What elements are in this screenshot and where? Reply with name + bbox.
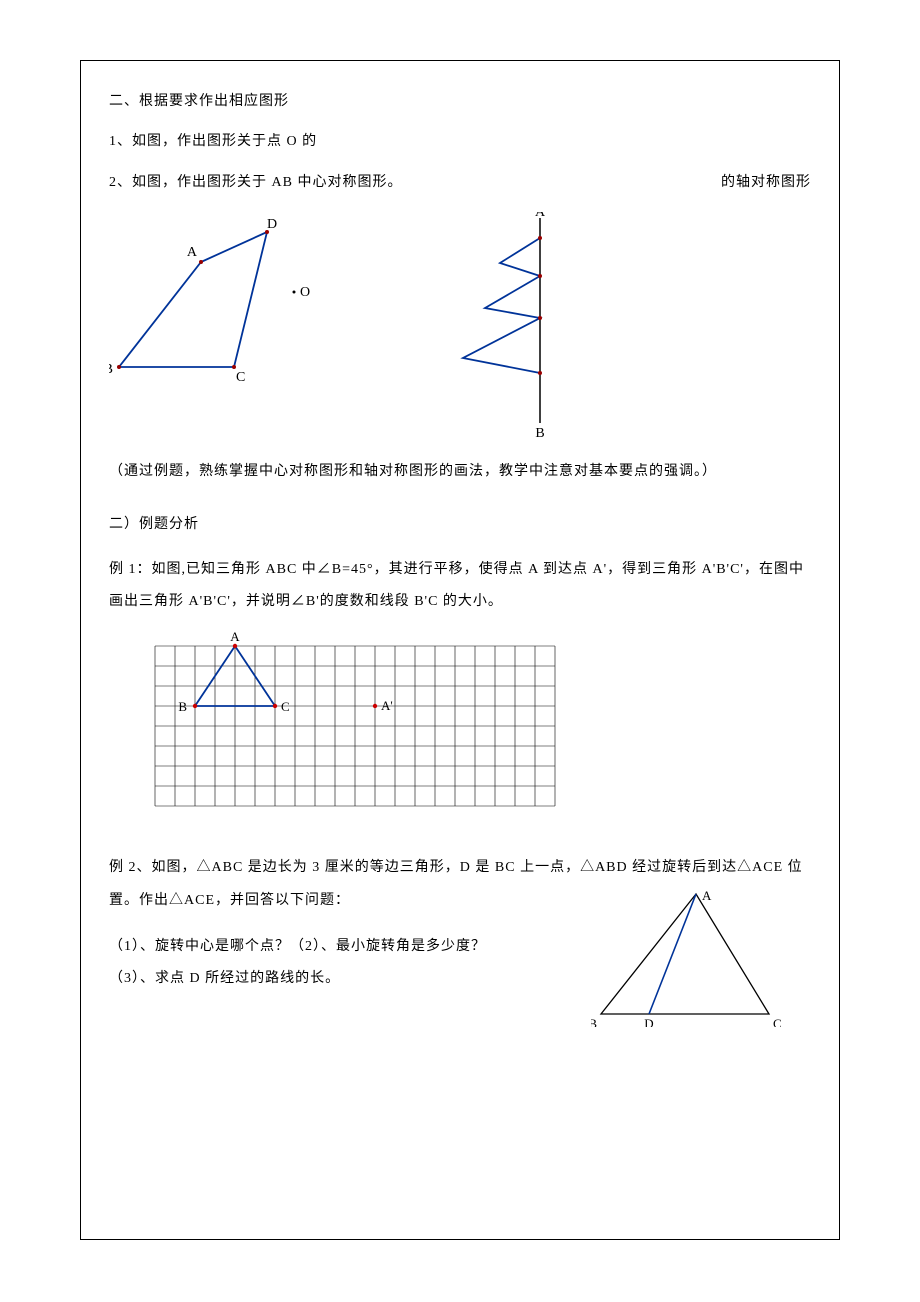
section-header: 二、根据要求作出相应图形 [109, 91, 811, 113]
svg-text:B: B [591, 1016, 597, 1027]
example-2-q1q2: （1）、旋转中心是哪个点？（2）、最小旋转角是多少度？ [109, 931, 519, 963]
svg-text:C: C [773, 1016, 781, 1027]
svg-text:C: C [281, 699, 290, 714]
svg-text:A': A' [381, 698, 393, 713]
svg-text:A: A [535, 212, 546, 220]
svg-text:B: B [109, 362, 113, 377]
example-2-questions: （1）、旋转中心是哪个点？（2）、最小旋转角是多少度？ （3）、求点 D 所经过… [109, 931, 519, 995]
question-2-left: 2、如图，作出图形关于 AB 中心对称图形。 [109, 172, 402, 194]
page-frame: 二、根据要求作出相应图形 1、如图，作出图形关于点 O 的 2、如图，作出图形关… [80, 60, 840, 1240]
svg-text:A: A [187, 245, 198, 260]
example-1-figure: A B C A' [149, 632, 811, 812]
figures-row: ABCDO AB [109, 212, 811, 437]
svg-text:D: D [267, 217, 277, 232]
example-2-block: 例 2、如图，△ABC 是边长为 3 厘米的等边三角形，D 是 BC 上一点，△… [109, 852, 811, 1022]
triangle-abc-diagram: A B C D [591, 882, 781, 1027]
example-2-q3: （3）、求点 D 所经过的路线的长。 [109, 963, 519, 995]
svg-text:B: B [178, 699, 187, 714]
example-1-text: 例 1：如图,已知三角形 ABC 中∠B=45°，其进行平移，使得点 A 到达点… [109, 554, 811, 618]
section-2-header: 二）例题分析 [109, 514, 811, 536]
svg-text:C: C [236, 370, 245, 382]
example-2-figure: A B C D [591, 882, 781, 1027]
svg-text:B: B [535, 426, 544, 437]
figure-1-quadrilateral: A B C D O [109, 212, 319, 382]
figure-2-tree: AB [439, 212, 569, 437]
svg-text:A: A [702, 888, 712, 903]
svg-text:O: O [300, 285, 310, 300]
question-1: 1、如图，作出图形关于点 O 的 [109, 131, 811, 153]
question-2-row: 2、如图，作出图形关于 AB 中心对称图形。 的轴对称图形 [109, 172, 811, 194]
svg-text:D: D [644, 1016, 653, 1027]
svg-text:A: A [230, 632, 240, 644]
grid-diagram: A B C A' [149, 632, 569, 812]
question-2-right: 的轴对称图形 [721, 172, 811, 194]
teaching-note: （通过例题，熟练掌握中心对称图形和轴对称图形的画法，教学中注意对基本要点的强调。… [109, 461, 811, 483]
